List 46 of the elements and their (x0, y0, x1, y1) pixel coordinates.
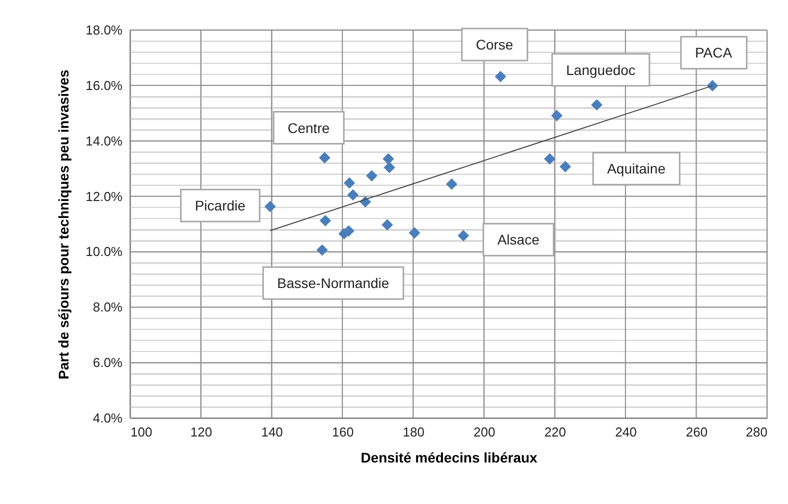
annotation: Centre (288, 120, 330, 136)
y-tick-label: 16.0% (86, 78, 123, 93)
point (560, 160, 571, 172)
y-tick-label: 12.0% (86, 188, 123, 204)
y-tick-label: 18.0% (86, 22, 123, 38)
point (347, 189, 359, 201)
point (408, 227, 420, 239)
y-tick-label: 4.0% (92, 410, 123, 426)
y-tick-label: 6.0% (92, 355, 123, 370)
x-tick-label: 200 (474, 424, 496, 440)
x-tick-label: 240 (615, 424, 637, 440)
x-tick-label: 220 (544, 424, 566, 440)
point (591, 99, 602, 111)
annotation: Languedoc (566, 62, 636, 78)
x-tick-label: 260 (686, 424, 708, 440)
point (344, 177, 356, 189)
x-axis-title: Densité médecins libéraux (360, 450, 538, 466)
point (458, 230, 470, 242)
annotation: Alsace (497, 232, 540, 248)
point (382, 219, 393, 231)
point (264, 200, 276, 212)
x-tick-label: 180 (402, 424, 424, 440)
x-tick-label: 100 (130, 424, 152, 440)
point (384, 162, 396, 174)
annotation: Aquitaine (607, 160, 666, 177)
x-tick-label: 160 (332, 424, 354, 440)
x-tick-label: 280 (746, 424, 768, 440)
x-tick-label: 140 (261, 424, 283, 440)
annotation: Corse (476, 36, 514, 53)
y-tick-label: 14.0% (86, 133, 123, 148)
annotation: PACA (694, 44, 733, 61)
point (382, 153, 394, 165)
point (320, 214, 332, 226)
y-tick-label: 10.0% (86, 244, 123, 260)
point (551, 110, 562, 122)
point (316, 244, 328, 256)
annotation: Picardie (194, 198, 246, 214)
point (544, 153, 556, 165)
annotation: Basse-Normandie (277, 275, 390, 292)
y-axis-title: Part de séjours pour techniques peu invasives (56, 69, 72, 380)
y-tick-label: 8.0% (92, 300, 123, 315)
x-tick-label: 120 (190, 424, 212, 440)
point (318, 152, 330, 164)
point (366, 170, 378, 182)
point (494, 70, 506, 82)
point (446, 178, 458, 190)
